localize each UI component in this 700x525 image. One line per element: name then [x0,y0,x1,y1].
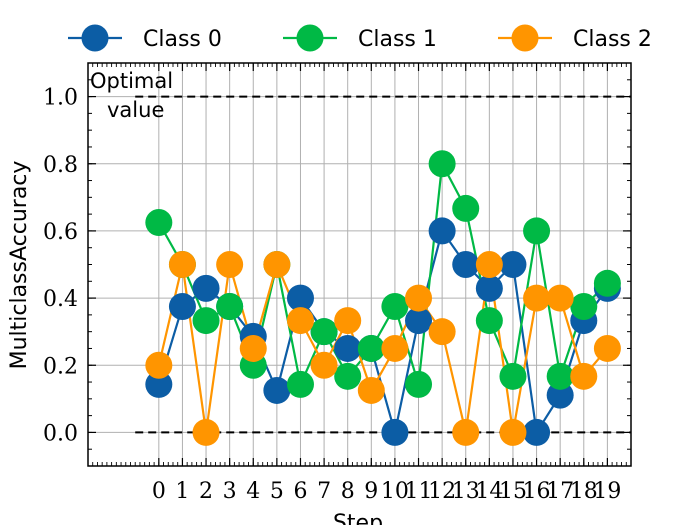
data-point-class-2 [145,351,173,379]
x-tick-label: 10 [381,479,409,504]
data-point-class-2 [475,251,503,278]
data-point-class-2 [405,284,433,312]
data-point-class-2 [286,307,314,335]
x-tick-label: 5 [270,479,284,504]
x-axis-label: Step [333,511,383,525]
data-point-class-1 [452,194,480,222]
data-point-class-1 [192,307,220,335]
x-tick-label: 1 [175,479,189,504]
x-tick-label: 0 [152,479,166,504]
x-tick-label: 14 [475,479,503,504]
data-point-class-1 [523,217,551,245]
series-group [145,150,621,446]
data-point-class-0 [192,274,220,302]
tick-labels: 0.00.20.40.60.81.00 1 2 3 4 5 6 7 8 9 101112131415… [43,86,621,504]
optimal-annotation-line-1: Optimal [90,69,173,93]
optimal-annotation-line-2: value [107,98,164,122]
legend-label: Class 0 [143,27,222,52]
legend: Class 0 Class 1 Class 2 [68,24,652,52]
data-point-class-1 [357,334,385,362]
x-tick-label: 8 [341,479,355,504]
series-line-class-2 [157,261,609,433]
x-tick-label: 13 [452,479,480,504]
y-tick-label: 1.0 [43,86,78,111]
axis-ticks [87,62,632,467]
data-point-class-2 [310,351,338,379]
data-point-class-0 [263,376,291,404]
data-point-class-0 [523,418,551,446]
x-tick-label: 18 [570,479,598,504]
data-point-class-2 [546,284,574,312]
data-point-class-2 [168,251,196,278]
y-tick-label: 0.2 [43,354,78,379]
data-point-class-1 [216,292,244,320]
x-tick-label: 2 [199,479,213,504]
data-point-class-1 [593,269,621,297]
x-tick-label: 15 [499,479,527,504]
data-point-class-1 [499,362,527,390]
data-point-class-1 [381,292,409,320]
x-tick-label: 3 [223,479,237,504]
x-tick-label: 17 [546,479,574,504]
y-axis-label: MulticlassAccuracy [7,161,32,370]
y-tick-label: 0.8 [43,153,78,178]
legend-marker [296,24,324,52]
data-point-class-0 [475,274,503,302]
x-tick-label: 4 [246,479,260,504]
data-point-class-1 [405,370,433,398]
y-tick-label: 0.4 [43,287,78,312]
legend-marker [511,24,539,52]
data-point-class-1 [475,307,503,335]
x-tick-label: 9 [364,479,378,504]
data-point-class-0 [428,217,456,245]
data-point-class-0 [499,251,527,278]
data-point-class-1 [570,292,598,320]
data-point-class-0 [334,334,362,362]
data-point-class-0 [546,381,574,409]
data-point-class-0 [168,292,196,320]
legend-label: Class 1 [358,27,437,52]
x-tick-label: 6 [293,479,307,504]
data-point-class-2 [381,334,409,362]
data-point-class-2 [334,307,362,335]
data-point-class-2 [216,251,244,278]
data-point-class-2 [499,418,527,446]
data-point-class-2 [192,418,220,446]
data-point-class-0 [145,370,173,398]
data-point-class-2 [523,284,551,312]
data-point-class-0 [405,307,433,335]
data-point-class-0 [381,418,409,446]
y-tick-label: 0.0 [43,421,78,446]
data-point-class-1 [286,370,314,398]
data-point-class-1 [546,362,574,390]
x-tick-label: 16 [523,479,551,504]
x-tick-label: 11 [405,479,433,504]
data-point-class-0 [452,251,480,278]
data-point-class-1 [334,362,362,390]
y-tick-label: 0.6 [43,220,78,245]
legend-marker [81,24,109,52]
data-point-class-2 [452,418,480,446]
data-point-class-2 [593,334,621,362]
data-point-class-0 [286,284,314,312]
data-point-class-2 [357,376,385,404]
data-point-class-2 [239,334,267,362]
data-point-class-1 [428,150,456,178]
data-point-class-2 [428,318,456,346]
data-point-class-1 [310,318,338,346]
x-tick-label: 19 [593,479,621,504]
data-point-class-2 [570,362,598,390]
legend-label: Class 2 [573,27,652,52]
x-tick-label: 7 [317,479,331,504]
data-point-class-2 [263,251,291,278]
data-point-class-1 [145,209,173,237]
x-tick-label: 12 [428,479,456,504]
